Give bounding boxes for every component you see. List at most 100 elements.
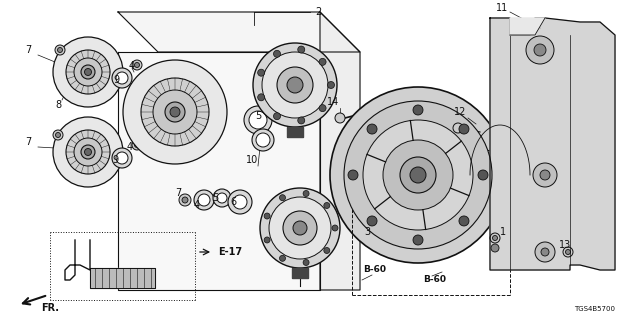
Circle shape (269, 197, 331, 259)
Circle shape (283, 211, 317, 245)
Text: TGS4B5700: TGS4B5700 (574, 306, 615, 312)
Text: 9: 9 (113, 75, 119, 85)
Text: 4: 4 (194, 200, 200, 210)
Polygon shape (90, 268, 155, 288)
Circle shape (134, 62, 140, 68)
Polygon shape (292, 268, 308, 278)
Text: FR.: FR. (41, 303, 59, 313)
Circle shape (264, 237, 270, 243)
Text: 8: 8 (55, 100, 61, 110)
Circle shape (53, 117, 123, 187)
Circle shape (194, 190, 214, 210)
Circle shape (273, 50, 280, 57)
Text: 5: 5 (255, 111, 261, 121)
Circle shape (280, 255, 285, 261)
Text: 12: 12 (454, 107, 466, 117)
Text: E-17: E-17 (218, 247, 242, 257)
Circle shape (165, 102, 185, 122)
Circle shape (112, 148, 132, 168)
Circle shape (233, 195, 247, 209)
Text: B-60: B-60 (424, 276, 447, 284)
Text: 9: 9 (112, 155, 118, 165)
Circle shape (298, 117, 305, 124)
Circle shape (400, 157, 436, 193)
Circle shape (280, 195, 285, 201)
Circle shape (84, 148, 92, 156)
Circle shape (198, 194, 210, 206)
Text: 13: 13 (559, 240, 571, 250)
Polygon shape (510, 18, 545, 35)
Text: 3: 3 (364, 227, 370, 237)
Circle shape (56, 132, 61, 138)
Circle shape (66, 50, 110, 94)
Circle shape (541, 248, 549, 256)
Circle shape (170, 107, 180, 117)
Circle shape (258, 69, 265, 76)
Circle shape (123, 60, 227, 164)
Circle shape (344, 101, 492, 249)
Circle shape (53, 130, 63, 140)
Circle shape (262, 52, 328, 118)
Circle shape (324, 203, 330, 209)
Circle shape (287, 77, 303, 93)
Circle shape (228, 190, 252, 214)
Circle shape (493, 236, 497, 241)
Circle shape (410, 167, 426, 183)
Circle shape (526, 36, 554, 64)
Circle shape (348, 170, 358, 180)
Circle shape (293, 221, 307, 235)
Circle shape (253, 43, 337, 127)
Circle shape (74, 58, 102, 86)
Polygon shape (320, 12, 360, 290)
Circle shape (335, 113, 345, 123)
Polygon shape (118, 12, 360, 52)
Circle shape (244, 106, 272, 134)
Circle shape (413, 235, 423, 245)
Circle shape (213, 189, 231, 207)
Circle shape (533, 163, 557, 187)
Circle shape (303, 260, 309, 266)
Circle shape (478, 170, 488, 180)
Circle shape (566, 250, 570, 254)
Circle shape (332, 225, 338, 231)
Text: 2: 2 (315, 7, 321, 17)
Polygon shape (490, 18, 615, 270)
Circle shape (328, 82, 335, 89)
Circle shape (319, 58, 326, 65)
Circle shape (490, 233, 500, 243)
Circle shape (277, 67, 313, 103)
Circle shape (260, 188, 340, 268)
Circle shape (132, 140, 142, 150)
Circle shape (383, 140, 453, 210)
Circle shape (116, 152, 128, 164)
Circle shape (81, 145, 95, 159)
Circle shape (413, 105, 423, 115)
Circle shape (84, 68, 92, 76)
Circle shape (330, 87, 506, 263)
Text: B-60: B-60 (364, 266, 387, 275)
Circle shape (534, 44, 546, 56)
Circle shape (303, 190, 309, 196)
Circle shape (298, 46, 305, 53)
Circle shape (153, 90, 197, 134)
Text: 7: 7 (25, 45, 31, 55)
Circle shape (363, 120, 473, 230)
Circle shape (459, 216, 469, 226)
Text: 14: 14 (327, 97, 339, 107)
Circle shape (141, 78, 209, 146)
Circle shape (217, 193, 227, 203)
Text: 5: 5 (212, 193, 218, 203)
Text: 7: 7 (25, 137, 31, 147)
Circle shape (179, 194, 191, 206)
Circle shape (563, 247, 573, 257)
Circle shape (535, 242, 555, 262)
Circle shape (367, 124, 377, 134)
Circle shape (132, 60, 142, 70)
Circle shape (540, 170, 550, 180)
Text: 7: 7 (175, 188, 181, 198)
Circle shape (55, 45, 65, 55)
Circle shape (182, 197, 188, 203)
Text: 10: 10 (246, 155, 258, 165)
Text: 6: 6 (230, 197, 236, 207)
Circle shape (66, 130, 110, 174)
